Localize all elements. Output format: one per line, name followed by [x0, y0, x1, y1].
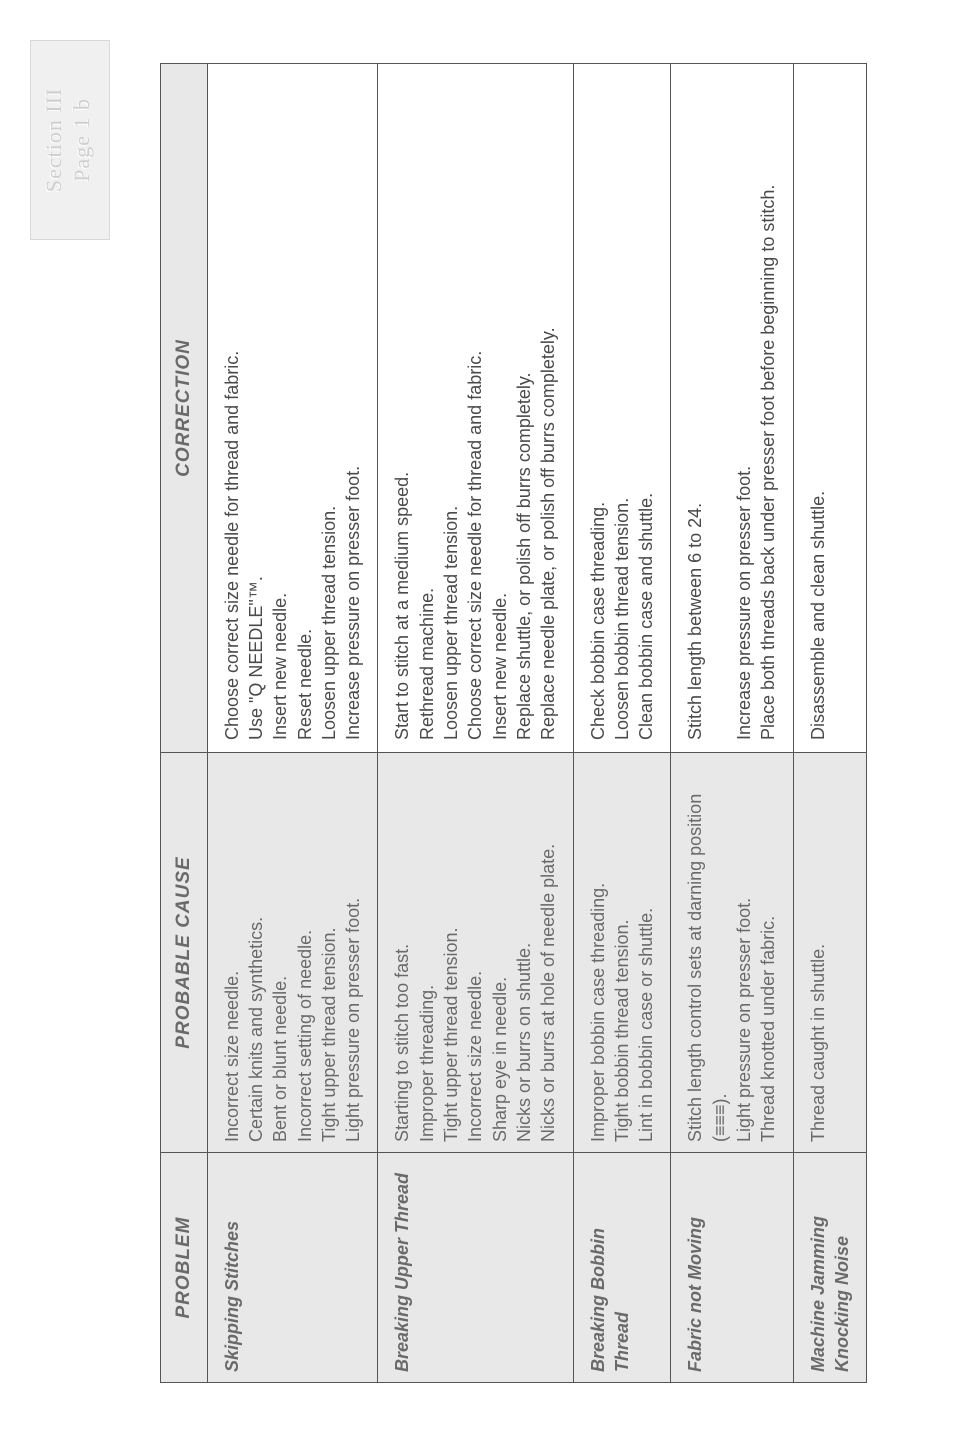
- cause-line: Tight upper thread tension.: [317, 763, 341, 1142]
- correction-line: Reset needle.: [293, 76, 317, 740]
- correction-line: Loosen upper thread tension.: [439, 76, 463, 740]
- correction-line: Stitch length between 6 to 24.: [683, 76, 707, 740]
- correction-line: Replace needle plate, or polish off burr…: [536, 76, 560, 740]
- cell-correction: Start to stitch at a medium speed.Rethre…: [378, 64, 573, 753]
- correction-line: Insert new needle.: [268, 76, 292, 740]
- cause-line: Incorrect size needle.: [220, 763, 244, 1142]
- cause-line: Sharp eye in needle.: [488, 763, 512, 1142]
- cell-cause: Starting to stitch too fast.Improper thr…: [378, 753, 573, 1153]
- table-row: Skipping StitchesIncorrect size needle.C…: [207, 64, 378, 1383]
- correction-line: Increase pressure on presser foot.: [732, 76, 756, 740]
- cell-problem: Skipping Stitches: [207, 1153, 378, 1383]
- correction-line: Place both threads back under presser fo…: [756, 76, 780, 740]
- correction-line: Choose correct size needle for thread an…: [220, 76, 244, 740]
- cell-problem: Breaking Bobbin Thread: [573, 1153, 671, 1383]
- correction-line: [708, 76, 732, 740]
- table-header-row: PROBLEM PROBABLE CAUSE CORRECTION: [161, 64, 208, 1383]
- cause-line: Lint in bobbin case or shuttle.: [634, 763, 658, 1142]
- correction-line: Start to stitch at a medium speed.: [390, 76, 414, 740]
- cell-problem: Breaking Upper Thread: [378, 1153, 573, 1383]
- correction-line: Loosen upper thread tension.: [317, 76, 341, 740]
- cause-line: Stitch length control sets at darning po…: [683, 763, 732, 1142]
- cause-line: Tight bobbin thread tension.: [610, 763, 634, 1142]
- cell-cause: Improper bobbin case threading.Tight bob…: [573, 753, 671, 1153]
- correction-line: Choose correct size needle for thread an…: [463, 76, 487, 740]
- page: Section III Page 1 b PROBLEM PROBABLE CA…: [0, 0, 954, 1453]
- cause-line: Bent or blunt needle.: [268, 763, 292, 1142]
- correction-line: Check bobbin case threading.: [586, 76, 610, 740]
- badge-line-1: Section III: [41, 41, 67, 239]
- cause-line: Thread knotted under fabric.: [756, 763, 780, 1142]
- cell-correction: Check bobbin case threading.Loosen bobbi…: [573, 64, 671, 753]
- correction-line: Use "Q NEEDLE"™.: [244, 76, 268, 740]
- cell-problem: Machine Jamming Knocking Noise: [793, 1153, 867, 1383]
- cause-line: Light pressure on presser foot.: [732, 763, 756, 1142]
- cause-line: Incorrect size needle.: [463, 763, 487, 1142]
- table-row: Machine Jamming Knocking Noise Thread cau…: [793, 64, 867, 1383]
- cause-line: Light pressure on presser foot.: [341, 763, 365, 1142]
- header-correction: CORRECTION: [161, 64, 208, 753]
- cause-line: Improper threading.: [415, 763, 439, 1142]
- table-row: Breaking Bobbin ThreadImproper bobbin ca…: [573, 64, 671, 1383]
- cause-line: Incorrect setting of needle.: [293, 763, 317, 1142]
- cell-cause: Thread caught in shuttle.: [793, 753, 867, 1153]
- correction-line: Disassemble and clean shuttle.: [806, 76, 830, 740]
- correction-line: Insert new needle.: [488, 76, 512, 740]
- badge-line-2: Page 1 b: [69, 41, 95, 239]
- cause-line: Certain knits and synthetics.: [244, 763, 268, 1142]
- troubleshooting-table: PROBLEM PROBABLE CAUSE CORRECTION Skippi…: [160, 63, 867, 1383]
- cause-line: Nicks or burrs at hole of needle plate.: [536, 763, 560, 1142]
- cell-cause: Stitch length control sets at darning po…: [671, 753, 793, 1153]
- table-body: Skipping StitchesIncorrect size needle.C…: [207, 64, 867, 1383]
- header-problem: PROBLEM: [161, 1153, 208, 1383]
- table-row: Breaking Upper ThreadStarting to stitch …: [378, 64, 573, 1383]
- correction-line: Replace shuttle, or polish off burrs com…: [512, 76, 536, 740]
- cause-line: Improper bobbin case threading.: [586, 763, 610, 1142]
- cell-cause: Incorrect size needle.Certain knits and …: [207, 753, 378, 1153]
- correction-line: Clean bobbin case and shuttle.: [634, 76, 658, 740]
- header-cause: PROBABLE CAUSE: [161, 753, 208, 1153]
- section-badge: Section III Page 1 b: [30, 40, 110, 240]
- cause-line: Starting to stitch too fast.: [390, 763, 414, 1142]
- cell-correction: Choose correct size needle for thread an…: [207, 64, 378, 753]
- correction-line: Rethread machine.: [415, 76, 439, 740]
- table-row: Fabric not Moving Stitch length control s…: [671, 64, 793, 1383]
- cause-line: Tight upper thread tension.: [439, 763, 463, 1142]
- cause-line: Thread caught in shuttle.: [806, 763, 830, 1142]
- correction-line: Increase pressure on presser foot.: [341, 76, 365, 740]
- cell-correction: Stitch length between 6 to 24. Increase …: [671, 64, 793, 753]
- correction-line: Loosen bobbin thread tension.: [610, 76, 634, 740]
- cell-problem: Fabric not Moving: [671, 1153, 793, 1383]
- cause-line: Nicks or burrs on shuttle.: [512, 763, 536, 1142]
- cell-correction: Disassemble and clean shuttle.: [793, 64, 867, 753]
